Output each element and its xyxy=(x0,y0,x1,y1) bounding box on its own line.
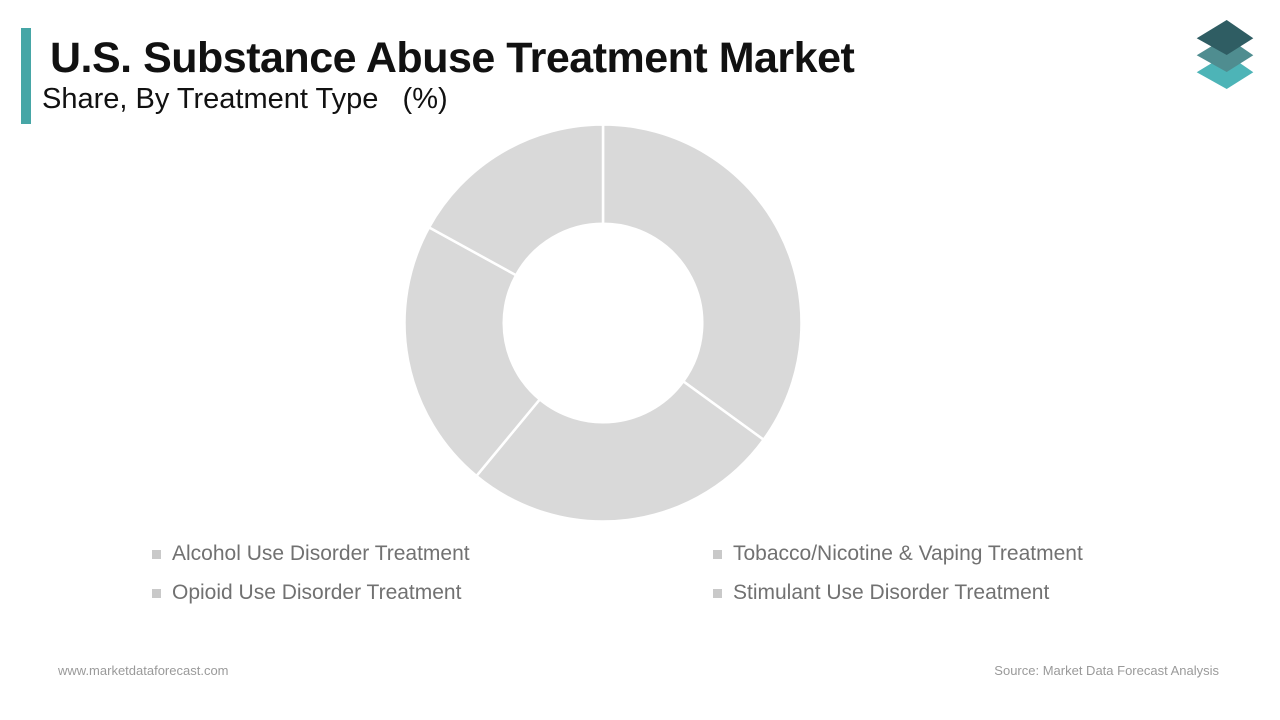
legend-item-tobacco-nicotine-vaping: Tobacco/Nicotine & Vaping Treatment xyxy=(713,542,1162,565)
donut-segment-1 xyxy=(474,379,766,523)
page-title: U.S. Substance Abuse Treatment Market xyxy=(50,34,855,82)
legend-item-alcohol: Alcohol Use Disorder Treatment xyxy=(152,542,713,565)
legend-item-stimulant: Stimulant Use Disorder Treatment xyxy=(713,581,1162,605)
page-subtitle: Share, By Treatment Type (%) xyxy=(42,83,448,115)
legend-marker-icon xyxy=(713,588,722,598)
chart-legend: Alcohol Use Disorder Treatment Tobacco/N… xyxy=(152,542,1162,605)
legend-marker-icon xyxy=(152,588,161,598)
footer-website-text: www.marketdataforecast.com xyxy=(58,663,229,678)
title-accent-bar xyxy=(21,28,31,124)
donut-segment-3 xyxy=(427,123,605,277)
legend-item-opioid: Opioid Use Disorder Treatment xyxy=(152,581,713,605)
brand-layers-logo-icon xyxy=(1196,20,1254,89)
footer-source-text: Source: Market Data Forecast Analysis xyxy=(994,663,1219,678)
donut-chart xyxy=(403,123,803,523)
donut-segment-2 xyxy=(403,225,542,478)
legend-label: Alcohol Use Disorder Treatment xyxy=(172,542,470,565)
legend-marker-icon xyxy=(152,549,161,559)
donut-segment-0 xyxy=(601,123,803,442)
legend-marker-icon xyxy=(713,549,722,559)
legend-label: Stimulant Use Disorder Treatment xyxy=(733,581,1050,605)
logo-layer-top xyxy=(1196,20,1254,55)
legend-label: Tobacco/Nicotine & Vaping Treatment xyxy=(733,542,1083,565)
legend-label: Opioid Use Disorder Treatment xyxy=(172,581,462,605)
